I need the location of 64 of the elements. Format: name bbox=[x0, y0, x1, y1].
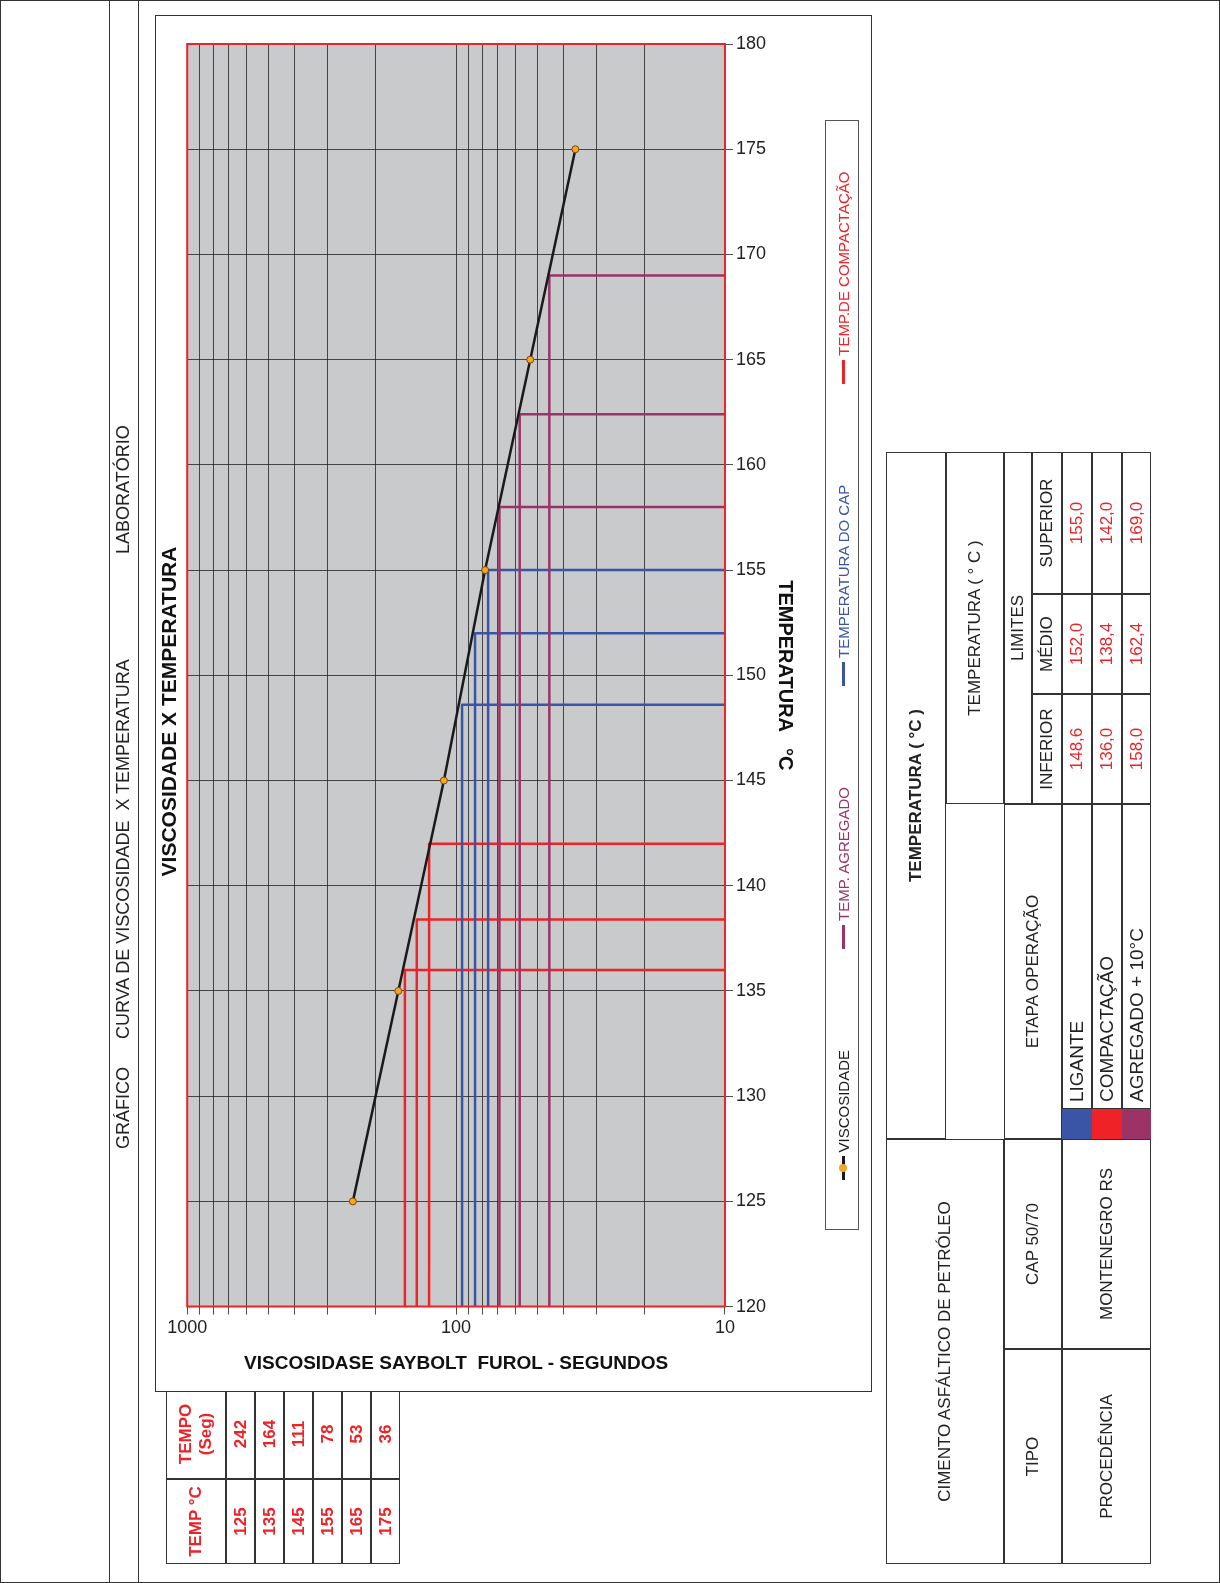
text: 36 bbox=[371, 1389, 400, 1479]
text: ETAPA OPERAÇÃO bbox=[1004, 804, 1062, 1139]
text: SUPERIOR bbox=[1032, 452, 1062, 594]
x-axis-title: VISCOSIDASE SAYBOLT FUROL - SEGUNDOS bbox=[244, 1351, 669, 1373]
text: TEMPERATURA DO CAP bbox=[834, 484, 852, 658]
text: LIMITES bbox=[1004, 452, 1032, 804]
y-tick-label: 160 bbox=[735, 453, 767, 474]
y-tick-label: 165 bbox=[735, 348, 767, 369]
y-tick-label: 150 bbox=[735, 664, 767, 685]
y-tick-label: 170 bbox=[735, 243, 767, 264]
y-tick-label: 135 bbox=[735, 979, 767, 1000]
y-tick-label: 175 bbox=[735, 138, 767, 159]
text: 135 bbox=[255, 1479, 284, 1564]
text: TEMPERATURA ( ° C ) bbox=[946, 452, 1004, 804]
text: 152,0 bbox=[1062, 594, 1092, 694]
y-tick-label: 130 bbox=[735, 1085, 767, 1106]
text: VISCOSIDADE bbox=[834, 1049, 852, 1153]
text: 142,0 bbox=[1092, 452, 1122, 594]
text: 53 bbox=[342, 1389, 371, 1479]
text: TEMP.DE COMPACTAÇÃO bbox=[834, 171, 852, 356]
text: VISCOSIDADE X TEMPERATURA bbox=[157, 546, 181, 877]
text: GRÁFICO bbox=[113, 1066, 134, 1149]
text: 148,6 bbox=[1062, 694, 1092, 804]
text: 164 bbox=[255, 1389, 284, 1479]
text: LABORATÓRIO bbox=[113, 425, 134, 554]
text: MONTENEGRO RS bbox=[1062, 1139, 1151, 1349]
text: CAP 50/70 bbox=[1004, 1139, 1062, 1349]
y-tick-label: 145 bbox=[735, 769, 767, 790]
x-tick-label: 10 bbox=[714, 1317, 735, 1338]
x-tick-label: 100 bbox=[441, 1317, 472, 1338]
text: 138,4 bbox=[1092, 594, 1122, 694]
text: MÉDIO bbox=[1032, 594, 1062, 694]
x-tick-label: 1000 bbox=[167, 1317, 208, 1338]
text: TIPO bbox=[1004, 1349, 1062, 1564]
y-tick-label: 120 bbox=[735, 1295, 767, 1316]
text: LIGANTE bbox=[1062, 804, 1092, 1109]
text: 78 bbox=[313, 1389, 342, 1479]
text: 145 bbox=[284, 1479, 313, 1564]
text: COMPACTAÇÃO bbox=[1092, 804, 1122, 1109]
text: AGREGADO + 10°C bbox=[1122, 804, 1151, 1109]
text: 136,0 bbox=[1092, 694, 1122, 804]
y-tick-label: 155 bbox=[735, 559, 767, 580]
text: PROCEDÊNCIA bbox=[1062, 1349, 1151, 1564]
text: 111 bbox=[284, 1389, 313, 1479]
text: 165 bbox=[342, 1479, 371, 1564]
text: 162,4 bbox=[1122, 594, 1151, 694]
text: 242 bbox=[226, 1389, 255, 1479]
text: 158,0 bbox=[1122, 694, 1151, 804]
text: 175 bbox=[371, 1479, 400, 1564]
y-tick-label: 125 bbox=[735, 1190, 767, 1211]
text: 125 bbox=[226, 1479, 255, 1564]
text: TEMPO (Seg) bbox=[166, 1389, 226, 1479]
text: TEMPERATURA ( °C ) bbox=[886, 452, 946, 1139]
text: CURVA DE VISCOSIDADE X TEMPERATURA bbox=[113, 659, 134, 1039]
y-axis-title: TEMPERATURA °C bbox=[775, 580, 798, 771]
text: TEMP. AGREGADO bbox=[834, 786, 852, 921]
text: 155 bbox=[313, 1479, 342, 1564]
text: INFERIOR bbox=[1032, 694, 1062, 804]
y-tick-label: 180 bbox=[735, 32, 767, 53]
text: 169,0 bbox=[1122, 452, 1151, 594]
text: CIMENTO ASFÁLTICO DE PETRÓLEO bbox=[886, 1139, 1004, 1564]
y-tick-label: 140 bbox=[735, 874, 767, 895]
text: 155,0 bbox=[1062, 452, 1092, 594]
text: TEMP °C bbox=[166, 1479, 226, 1564]
